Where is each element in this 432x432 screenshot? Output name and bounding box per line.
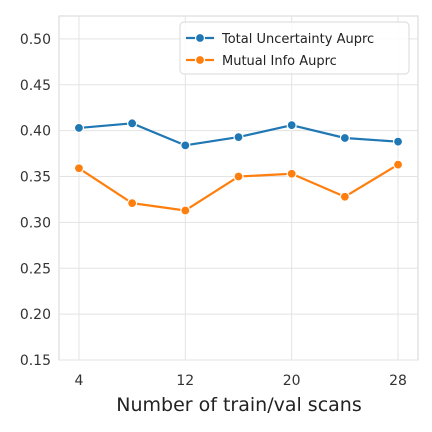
legend-marker: [194, 32, 206, 44]
data-point: [392, 159, 404, 170]
data-point: [286, 120, 297, 131]
y-tick-labels: 0.15 0.20 0.25 0.30 0.35 0.40 0.45 0.50: [20, 32, 51, 369]
legend-box: [179, 21, 410, 75]
x-axis-label: Number of train/val scans: [116, 394, 361, 416]
data-point: [339, 191, 350, 202]
data-point: [73, 122, 85, 134]
legend-label: Total Uncertainty Auprc: [221, 32, 374, 47]
y-tick-label: 0.45: [20, 78, 51, 94]
data-point: [286, 168, 297, 179]
data-point: [233, 131, 244, 143]
x-tick-label: 12: [176, 373, 194, 389]
data-point: [180, 140, 191, 151]
y-tick-label: 0.40: [20, 124, 51, 140]
y-tick-label: 0.25: [20, 261, 51, 277]
x-tick-label: 4: [74, 373, 83, 389]
legend-items: Total Uncertainty Auprc Mutual Info Auprc: [186, 32, 374, 69]
x-tick-labels: 4 12 20 28: [74, 373, 406, 389]
y-tick-label: 0.30: [20, 215, 51, 231]
y-tick-label: 0.20: [20, 307, 51, 323]
data-point: [73, 163, 85, 174]
y-tick-label: 0.35: [20, 170, 51, 186]
y-tick-label: 0.15: [20, 353, 51, 369]
data-point: [180, 205, 191, 216]
legend-marker: [194, 54, 206, 66]
data-point: [233, 171, 244, 182]
y-tick-label: 0.50: [20, 32, 51, 48]
x-tick-label: 28: [389, 373, 407, 389]
legend-label: Mutual Info Auprc: [222, 54, 337, 69]
legend: Total Uncertainty Auprc Mutual Info Auprc: [179, 21, 410, 75]
x-tick-label: 20: [283, 373, 301, 389]
data-point: [392, 136, 404, 147]
series-lines: [73, 118, 404, 216]
data-point: [339, 132, 350, 144]
data-point: [127, 198, 138, 209]
data-point: [127, 118, 138, 129]
